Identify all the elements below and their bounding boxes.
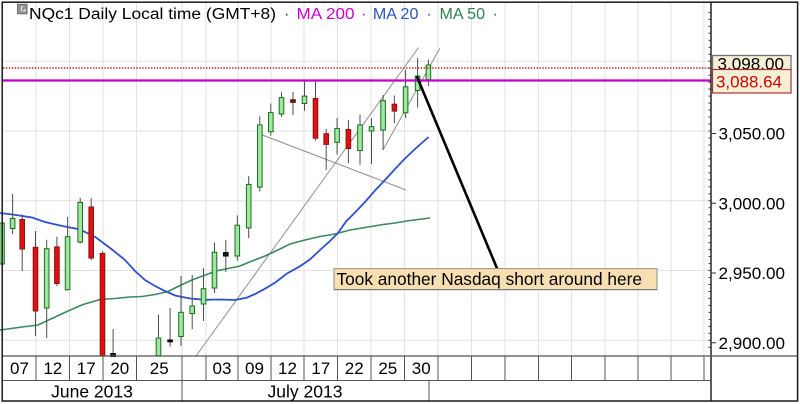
svg-text:·: · (427, 6, 432, 23)
svg-text:22: 22 (345, 359, 364, 378)
svg-text:3,088.64: 3,088.64 (716, 73, 782, 92)
svg-text:3,000.00: 3,000.00 (719, 194, 786, 213)
svg-text:June 2013: June 2013 (51, 382, 133, 402)
svg-text:MA 200: MA 200 (297, 6, 355, 23)
svg-text:MA 20: MA 20 (373, 6, 419, 23)
svg-text:25: 25 (150, 359, 169, 378)
svg-text:25: 25 (378, 359, 397, 378)
svg-text:17: 17 (311, 359, 330, 378)
svg-text:·: · (284, 6, 289, 23)
svg-text:20: 20 (110, 359, 129, 378)
svg-text:12: 12 (43, 359, 62, 378)
svg-text:July 2013: July 2013 (268, 382, 343, 402)
svg-text:Took another Nasdaq short arou: Took another Nasdaq short around here (337, 269, 643, 289)
svg-text:2,900.00: 2,900.00 (719, 334, 786, 353)
svg-text:03: 03 (213, 359, 232, 378)
svg-text:NQc1 Daily Local time (GMT+8): NQc1 Daily Local time (GMT+8) (29, 6, 276, 23)
svg-text:·: · (493, 6, 498, 23)
svg-text:17: 17 (77, 359, 96, 378)
svg-text:07: 07 (10, 359, 29, 378)
svg-text:12: 12 (278, 359, 297, 378)
svg-text:·: · (361, 6, 366, 23)
svg-text:2,950.00: 2,950.00 (719, 264, 786, 283)
svg-text:MA 50: MA 50 (440, 6, 486, 23)
svg-text:3,098.00: 3,098.00 (718, 55, 785, 74)
svg-text:3,050.00: 3,050.00 (719, 125, 786, 144)
svg-text:09: 09 (245, 359, 264, 378)
svg-text:30: 30 (412, 359, 431, 378)
